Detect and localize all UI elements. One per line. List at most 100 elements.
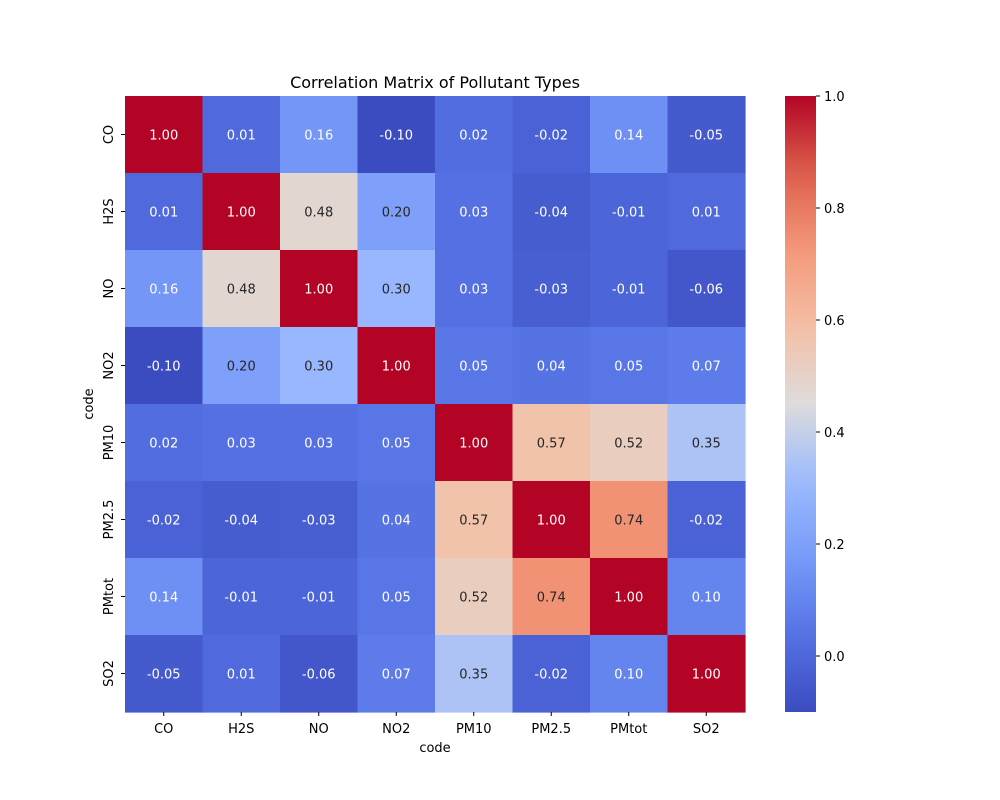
heatmap-cell: [125, 635, 204, 713]
heatmap-cell: [590, 96, 669, 174]
heatmap-cell: [280, 481, 359, 559]
heatmap-cell: [435, 558, 514, 636]
cell-value-label: -0.05: [147, 668, 181, 683]
heatmap-cell: [125, 96, 204, 174]
cell-value-label: 0.14: [149, 591, 178, 606]
x-tick-label: SO2: [693, 722, 720, 737]
heatmap-cell: [125, 481, 204, 559]
cell-value-label: 1.00: [227, 206, 256, 221]
y-tick-label: PM10: [102, 425, 117, 461]
heatmap-cell: [435, 250, 514, 328]
y-tick-label: SO2: [102, 660, 117, 687]
cell-value-label: 0.48: [304, 206, 333, 221]
heatmap-cell: [280, 558, 359, 636]
heatmap-cell: [435, 481, 514, 559]
cell-value-label: 0.03: [459, 283, 488, 298]
x-axis-ticks: CO H2S NO NO2 PM10 PM2.5 PMtot SO2: [154, 712, 720, 737]
cell-value-label: 0.35: [459, 668, 488, 683]
cell-value-label: -0.01: [612, 206, 646, 221]
y-axis-label: code: [82, 388, 97, 419]
cell-value-label: 1.00: [382, 360, 411, 375]
heatmap-cell: [357, 481, 436, 559]
cell-value-label: 0.52: [459, 591, 488, 606]
heatmap-cell-labels: 1.00 0.01 0.16 -0.10 0.02 -0.02 0.14 -0.05 0.01 1…: [147, 129, 723, 683]
heatmap-cell: [590, 173, 669, 251]
heatmap-cell: [280, 404, 359, 482]
x-tick-label: NO2: [382, 722, 410, 737]
cell-value-label: 0.52: [614, 437, 643, 452]
cell-value-label: 0.07: [692, 360, 721, 375]
heatmap-cell: [512, 250, 591, 328]
heatmap-cell: [357, 635, 436, 713]
y-tick-label: PM2.5: [102, 500, 117, 540]
heatmap-cell: [512, 96, 591, 174]
x-axis-label: code: [419, 741, 450, 756]
y-axis-ticks: CO H2S NO NO2 PM10 PM2.5 PMtot SO2: [102, 125, 125, 687]
heatmap-cell: [667, 635, 746, 713]
cell-value-label: 0.04: [537, 360, 566, 375]
x-tick-label: CO: [154, 722, 173, 737]
heatmap-cell: [667, 481, 746, 559]
cell-value-label: -0.03: [534, 283, 568, 298]
heatmap-cell: [125, 558, 204, 636]
heatmap-cell: [202, 558, 281, 636]
heatmap-cell: [125, 404, 204, 482]
x-tick-label: PMtot: [610, 722, 647, 737]
y-tick-label: NO2: [102, 351, 117, 379]
x-tick-label: H2S: [228, 722, 254, 737]
heatmap-cell: [512, 558, 591, 636]
heatmap-cell: [357, 173, 436, 251]
cell-value-label: -0.10: [379, 129, 413, 144]
y-tick-label: H2S: [102, 198, 117, 224]
heatmap-cell: [512, 635, 591, 713]
colorbar-tick-label: 0.4: [824, 426, 845, 441]
heatmap-cell: [202, 635, 281, 713]
heatmap-cell: [512, 481, 591, 559]
heatmap-cell: [125, 327, 204, 405]
heatmap-cell: [435, 327, 514, 405]
heatmap-cells: [125, 96, 746, 713]
cell-value-label: 0.05: [459, 360, 488, 375]
cell-value-label: 0.57: [459, 514, 488, 529]
heatmap-cell: [435, 96, 514, 174]
cell-value-label: 0.30: [304, 360, 333, 375]
cell-value-label: 0.01: [149, 206, 178, 221]
colorbar-ticks: 0.0 0.2 0.4 0.6 0.8 1.0: [816, 90, 845, 665]
x-tick-label: NO: [309, 722, 329, 737]
cell-value-label: -0.05: [689, 129, 723, 144]
cell-value-label: 1.00: [459, 437, 488, 452]
heatmap-cell: [667, 173, 746, 251]
heatmap-cell: [202, 96, 281, 174]
cell-value-label: -0.06: [302, 668, 336, 683]
y-tick-label: CO: [102, 125, 117, 144]
y-tick-label: PMtot: [102, 578, 117, 615]
cell-value-label: -0.02: [147, 514, 181, 529]
cell-value-label: 1.00: [304, 283, 333, 298]
heatmap-cell: [590, 327, 669, 405]
heatmap-cell: [280, 327, 359, 405]
cell-value-label: -0.01: [612, 283, 646, 298]
colorbar-tick-label: 0.2: [824, 538, 845, 553]
cell-value-label: -0.01: [302, 591, 336, 606]
cell-value-label: 0.74: [537, 591, 566, 606]
heatmap-cell: [667, 327, 746, 405]
cell-value-label: -0.06: [689, 283, 723, 298]
heatmap-cell: [435, 173, 514, 251]
cell-value-label: 0.01: [692, 206, 721, 221]
cell-value-label: 0.05: [382, 591, 411, 606]
heatmap-cell: [280, 173, 359, 251]
cell-value-label: 0.01: [227, 668, 256, 683]
cell-value-label: 0.30: [382, 283, 411, 298]
cell-value-label: 1.00: [614, 591, 643, 606]
cell-value-label: 0.05: [382, 437, 411, 452]
heatmap-cell: [357, 96, 436, 174]
cell-value-label: 0.03: [459, 206, 488, 221]
heatmap-cell: [357, 250, 436, 328]
heatmap-cell: [667, 404, 746, 482]
cell-value-label: -0.01: [224, 591, 258, 606]
cell-value-label: -0.03: [302, 514, 336, 529]
cell-value-label: -0.04: [224, 514, 258, 529]
cell-value-label: 0.04: [382, 514, 411, 529]
colorbar-gradient: [785, 96, 816, 712]
heatmap-cell: [590, 481, 669, 559]
